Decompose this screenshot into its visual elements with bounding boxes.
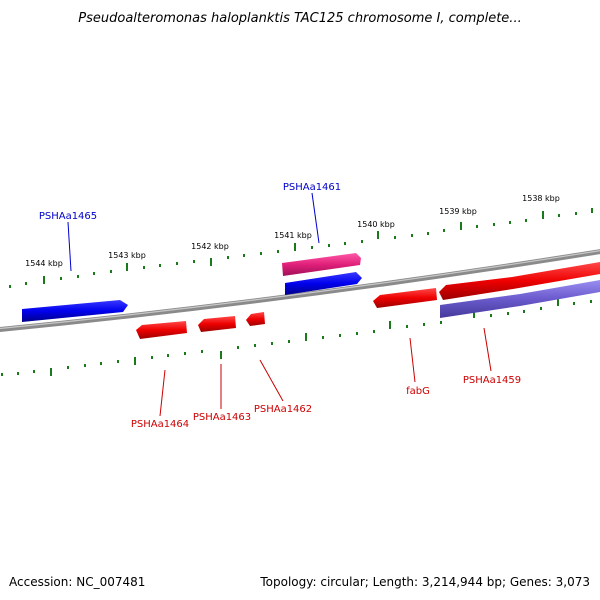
- gene-feature[interactable]: [285, 272, 362, 295]
- tick-label: 1543 kbp: [108, 251, 146, 260]
- tick-label: 1542 kbp: [191, 242, 229, 251]
- tick-label: 1538 kbp: [522, 194, 560, 203]
- gene-label[interactable]: PSHAa1464: [131, 419, 189, 430]
- gene-features: [22, 253, 600, 339]
- gene-feature[interactable]: [246, 312, 265, 326]
- gene-feature[interactable]: [373, 288, 437, 308]
- gene-feature[interactable]: [440, 280, 600, 318]
- gene-feature[interactable]: [22, 300, 128, 322]
- tick-labels: 1538 kbp 1539 kbp 1540 kbp 1541 kbp 1542…: [25, 194, 560, 268]
- chromosome-backbone: [0, 249, 600, 333]
- label-connectors: [67, 192, 492, 417]
- accession-text: Accession: NC_007481: [9, 575, 145, 589]
- gene-label[interactable]: PSHAa1463: [193, 412, 251, 423]
- gene-labels: PSHAa1465 PSHAa1461 PSHAa1464 PSHAa1463 …: [39, 182, 521, 430]
- tick-label: 1540 kbp: [357, 220, 395, 229]
- tick-label: 1539 kbp: [439, 207, 477, 216]
- gene-label[interactable]: PSHAa1461: [283, 182, 341, 193]
- outer-tick-ruler: [9, 208, 593, 288]
- tick-label: 1544 kbp: [25, 259, 63, 268]
- gene-label[interactable]: PSHAa1465: [39, 211, 97, 222]
- gene-label[interactable]: PSHAa1459: [463, 375, 521, 386]
- gene-label[interactable]: fabG: [406, 386, 430, 397]
- topology-summary-text: Topology: circular; Length: 3,214,944 bp…: [259, 575, 590, 589]
- gene-feature[interactable]: [198, 316, 236, 332]
- tick-label: 1541 kbp: [274, 231, 312, 240]
- gene-feature[interactable]: [439, 262, 600, 300]
- gene-feature[interactable]: [282, 253, 361, 276]
- gene-label[interactable]: PSHAa1462: [254, 404, 312, 415]
- gene-feature[interactable]: [136, 321, 187, 339]
- map-title: Pseudoalteromonas haloplanktis TAC125 ch…: [78, 11, 521, 26]
